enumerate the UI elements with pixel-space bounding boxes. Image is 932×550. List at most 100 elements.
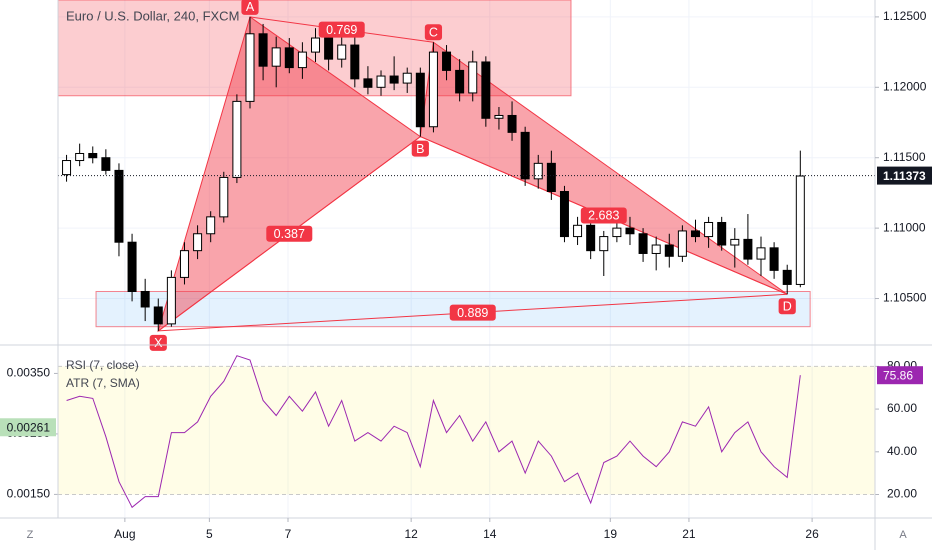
atr-tick-label: 0.00350 — [7, 366, 51, 380]
candle-body — [704, 221, 714, 238]
pattern-point-label-box — [778, 298, 796, 315]
candle-body — [311, 37, 321, 53]
y-tick-label: 1.12000 — [883, 79, 927, 93]
atr-last-label: 0.00261 — [7, 420, 51, 434]
candle-body — [651, 244, 661, 254]
candle-body — [481, 61, 491, 119]
left-scale-button[interactable]: Z — [27, 529, 34, 541]
rsi-tick-label: 20.00 — [887, 487, 917, 501]
x-tick-label: 14 — [483, 527, 497, 541]
rsi-pane: 20.0040.0060.0080.000.001500.002500.0035… — [0, 355, 923, 509]
candle-body — [337, 44, 347, 60]
candle-body — [376, 75, 386, 88]
candle-body — [573, 224, 583, 238]
candle-body — [717, 221, 727, 246]
candle-body — [599, 236, 609, 252]
x-tick-label: Aug — [114, 527, 135, 541]
candle-body — [677, 230, 687, 257]
candle-body — [468, 61, 478, 94]
pattern-point-label-box — [411, 140, 429, 157]
candle-body — [743, 238, 753, 260]
x-tick-label: 26 — [805, 527, 819, 541]
candle-body — [232, 100, 242, 178]
y-tick-label: 1.10500 — [883, 291, 927, 305]
candle-body — [127, 241, 137, 292]
pattern-ratio-label: 0.889 — [457, 306, 488, 320]
candle-body — [153, 306, 163, 325]
pattern-point-label: C — [429, 26, 438, 40]
last-price-box — [877, 166, 932, 185]
candle-body — [193, 233, 203, 252]
pattern-ratio-label-box — [449, 304, 496, 321]
candle-body — [559, 191, 569, 238]
candle-body — [297, 51, 307, 69]
candle-body — [638, 233, 648, 254]
candle-body — [114, 169, 124, 243]
candle-body — [284, 47, 294, 69]
x-tick-label: 5 — [206, 527, 213, 541]
candle-body — [166, 276, 176, 325]
candle-body — [494, 114, 504, 119]
pattern-labels: X A B C D 0.769 0.387 2.683 0.889 — [149, 0, 796, 351]
candle-body — [428, 51, 438, 128]
candle-body — [324, 37, 334, 60]
candle-body — [101, 157, 111, 171]
candle-body — [389, 75, 399, 84]
candle-body — [75, 152, 85, 162]
candle-body — [206, 216, 216, 235]
pattern-ratio-label-box — [318, 21, 365, 38]
candle-body — [219, 176, 229, 218]
candle-body — [179, 250, 189, 278]
candle-body — [612, 227, 622, 238]
pattern-point-label-box — [149, 334, 167, 351]
candle-body — [769, 247, 779, 271]
candle-body — [363, 78, 373, 88]
y-tick-label: 1.11500 — [883, 150, 926, 164]
right-scale-button[interactable]: A — [899, 529, 907, 541]
candle-body — [533, 162, 543, 180]
candle-body — [62, 160, 72, 176]
rsi-last-box — [877, 366, 923, 385]
pattern-point-label: D — [783, 300, 792, 314]
rsi-tick-label: 40.00 — [887, 444, 917, 458]
rsi-band — [58, 366, 875, 495]
candle-body — [88, 152, 98, 159]
candle-body — [795, 175, 805, 285]
chart-title: Euro / U.S. Dollar, 240, FXCM — [66, 8, 239, 23]
candle-body — [350, 44, 360, 80]
candle-body — [271, 47, 281, 67]
candles — [58, 16, 875, 331]
rsi-line — [66, 355, 801, 509]
pattern-ratio-label-box — [580, 207, 627, 224]
candle-body — [664, 244, 674, 257]
candle-body — [520, 131, 530, 180]
pattern-point-label-box — [424, 24, 443, 41]
rsi-tick-label: 60.00 — [887, 401, 917, 415]
pattern-point-label: B — [416, 142, 424, 156]
last-price-label: 1.11373 — [883, 169, 926, 183]
candle-body — [442, 51, 452, 71]
rsi-legend: RSI (7, close) — [66, 358, 139, 372]
candle-body — [415, 72, 425, 128]
candle-body — [625, 227, 635, 235]
pattern-ratio-label: 0.387 — [274, 227, 305, 241]
candle-body — [245, 33, 255, 102]
atr-tick-label: 0.00150 — [7, 487, 51, 501]
candle-body — [455, 69, 465, 94]
candle-body — [258, 33, 268, 67]
x-tick-label: 7 — [285, 527, 292, 541]
candle-body — [690, 230, 700, 238]
candle-body — [586, 224, 596, 252]
pattern-ratio-label: 2.683 — [588, 209, 619, 223]
pattern-point-label: X — [154, 336, 163, 350]
candle-body — [546, 162, 556, 193]
rsi-last-label: 75.86 — [883, 368, 913, 382]
y-tick-label: 1.12500 — [883, 9, 927, 23]
y-tick-label: 1.11000 — [883, 220, 926, 234]
atr-last-box — [0, 418, 56, 437]
candle-body — [756, 247, 766, 260]
candle-body — [402, 72, 412, 84]
